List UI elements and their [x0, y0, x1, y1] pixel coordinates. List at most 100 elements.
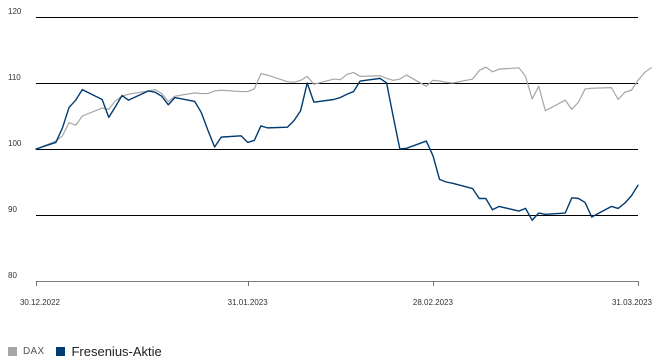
- dax-data-point: [492, 71, 493, 73]
- dax-data-point: [591, 87, 593, 89]
- dax-data-point: [485, 66, 487, 68]
- dax-data-point: [578, 101, 579, 103]
- y-tick-label: 120: [8, 7, 22, 16]
- dax-data-point: [432, 79, 434, 81]
- dax-data-point: [571, 109, 573, 110]
- fresenius-data-point: [531, 219, 533, 221]
- dax-data-point: [167, 101, 169, 102]
- fresenius-data-point: [445, 181, 447, 183]
- fresenius-data-point: [62, 127, 63, 129]
- fresenius-data-point: [108, 116, 110, 118]
- fresenius-data-point: [439, 178, 440, 180]
- dax-data-point: [220, 89, 222, 91]
- fresenius-data-point: [578, 198, 579, 199]
- dax-data-point: [68, 122, 70, 123]
- fresenius-data-point: [498, 206, 500, 207]
- fresenius-data-point: [472, 188, 474, 190]
- y-tick-label: 90: [8, 205, 17, 214]
- fresenius-data-point: [399, 148, 401, 150]
- fresenius-data-point: [452, 182, 454, 184]
- dax-data-point: [564, 99, 566, 101]
- dax-data-point: [240, 91, 242, 92]
- fresenius-data-point: [339, 97, 341, 98]
- fresenius-data-point: [114, 106, 116, 108]
- dax-data-point: [267, 74, 268, 76]
- y-tick-label: 80: [8, 271, 17, 280]
- dax-data-point: [174, 95, 176, 97]
- dax-data-point: [617, 99, 619, 100]
- dax-data-point: [253, 88, 255, 90]
- fresenius-data-point: [313, 101, 315, 103]
- dax-data-point: [75, 124, 77, 126]
- fresenius-data-point: [207, 130, 209, 131]
- fresenius-data-point: [101, 99, 103, 100]
- fresenius-data-point: [200, 112, 202, 114]
- fresenius-data-point: [81, 89, 83, 90]
- fresenius-data-point: [353, 91, 354, 92]
- dax-data-point: [531, 98, 533, 100]
- fresenius-series-line: [35, 77, 639, 221]
- dax-data-point: [161, 93, 163, 94]
- fresenius-data-point: [571, 197, 573, 199]
- dax-data-point: [293, 81, 295, 83]
- fresenius-data-point: [306, 82, 308, 84]
- fresenius-data-point: [35, 148, 37, 150]
- dax-data-point: [425, 85, 427, 87]
- fresenius-data-point: [525, 208, 526, 209]
- dax-data-point: [518, 67, 520, 69]
- dax-data-point: [200, 93, 202, 94]
- fresenius-data-point: [167, 104, 169, 106]
- dax-data-point: [62, 135, 63, 137]
- dax-swatch: [8, 347, 17, 356]
- fresenius-data-point: [346, 93, 348, 95]
- fresenius-data-point: [154, 91, 156, 93]
- fresenius-data-point: [75, 99, 77, 101]
- dax-data-point: [101, 107, 103, 109]
- dax-data-point: [386, 77, 388, 79]
- fresenius-data-point: [300, 110, 302, 112]
- dax-data-point: [333, 78, 335, 80]
- dax-data-point: [207, 93, 209, 94]
- dax-data-point: [286, 81, 288, 83]
- fresenius-data-point: [293, 120, 295, 122]
- dax-data-point: [452, 82, 454, 84]
- fresenius-data-point: [492, 209, 493, 211]
- fresenius-data-point: [425, 140, 427, 142]
- legend-label-dax: DAX: [23, 346, 45, 357]
- dax-data-point: [114, 100, 116, 102]
- fresenius-data-point: [478, 198, 480, 199]
- fresenius-data-point: [220, 136, 222, 138]
- fresenius-data-point: [617, 208, 619, 209]
- x-tick-label: 31.01.2023: [228, 298, 269, 307]
- fresenius-data-point: [260, 125, 262, 127]
- dax-data-point: [637, 79, 639, 81]
- y-tick-label: 110: [8, 73, 21, 82]
- fresenius-data-point: [194, 101, 196, 102]
- dax-data-point: [339, 79, 341, 81]
- dax-data-point: [611, 87, 612, 89]
- fresenius-data-point: [624, 202, 626, 204]
- series-lines: [35, 66, 652, 221]
- fresenius-data-point: [240, 135, 242, 137]
- fresenius-data-point: [392, 116, 394, 118]
- dax-data-point: [392, 79, 394, 81]
- dax-data-point: [544, 110, 546, 112]
- fresenius-data-point: [214, 146, 216, 148]
- legend-item-dax: DAX: [8, 346, 44, 357]
- dax-data-point: [81, 115, 83, 117]
- fresenius-data-point: [432, 155, 434, 157]
- fresenius-data-point: [333, 99, 335, 100]
- dax-data-point: [538, 85, 540, 87]
- legend: DAX Fresenius-Aktie: [8, 344, 174, 359]
- dax-data-point: [247, 91, 249, 92]
- fresenius-data-point: [485, 198, 487, 199]
- dax-data-point: [650, 67, 652, 69]
- dax-data-point: [353, 72, 354, 73]
- dax-data-point: [346, 74, 348, 75]
- fresenius-data-point: [267, 127, 268, 129]
- x-tick-label: 28.02.2023: [413, 298, 454, 307]
- dax-data-point: [306, 76, 308, 77]
- fresenius-data-point: [544, 213, 546, 215]
- x-tick-label: 30.12.2022: [20, 298, 61, 307]
- fresenius-data-point: [591, 216, 593, 218]
